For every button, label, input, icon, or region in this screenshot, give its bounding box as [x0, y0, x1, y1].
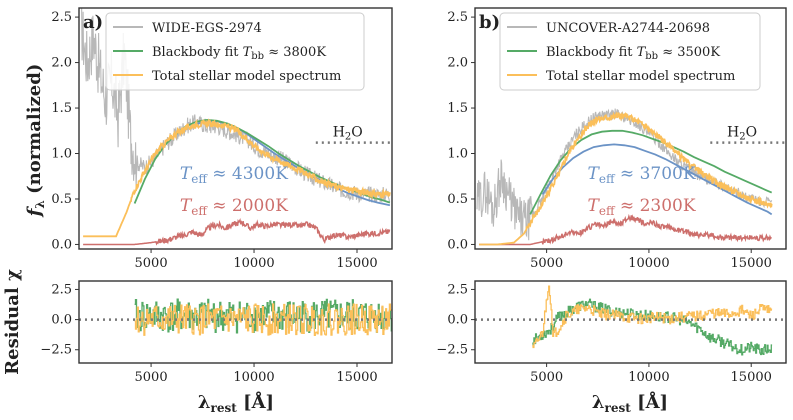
panel-a-res-ytick-label: 0.0 — [51, 313, 72, 328]
panel-b-ytick-label: 1.5 — [447, 101, 468, 116]
panel-a-res-ytick-label: 2.5 — [51, 282, 72, 297]
panel-a-h2o-label: H2O — [333, 125, 363, 143]
panel-a-total-series — [83, 118, 391, 238]
y-axis-label-flux: fλ (normalized) — [24, 64, 47, 219]
panel-b-res-xtick-label: 10000 — [628, 370, 669, 385]
panel-b-teff-cool-label: Teff ≈ 2300K — [588, 196, 696, 218]
legend-a-total-label: Total stellar model spectrum — [152, 69, 341, 84]
panel-a-ytick-label: 2.5 — [51, 10, 72, 25]
panel-a-ytick-label: 1.5 — [51, 101, 72, 116]
panel-a-res-total-residual — [134, 303, 392, 336]
panel-a-ytick-label: 0.5 — [51, 192, 72, 207]
x-axis-label-a: λrest [Å] — [198, 390, 274, 415]
legend-b: UNCOVER-A2744-20698 Blackbody fit Tbb ≈ … — [499, 12, 761, 91]
panel-b-h2o-label: H2O — [727, 125, 757, 143]
panel-b-ytick-label: 2.0 — [447, 56, 468, 71]
panel-a-res-xtick-label: 15000 — [336, 370, 377, 385]
legend-b-blackbody-label: Blackbody fit Tbb ≈ 3500K — [546, 45, 720, 62]
panel-a-teff-hot-label: Teff ≈ 4300K — [180, 164, 288, 186]
panel-b-spectrum: H2O Teff ≈ 3700K Teff ≈ 2300K 5000 10000 1500… — [447, 7, 787, 271]
panel-b-res-blackbody-residual — [532, 298, 773, 356]
panel-b-ytick-label: 2.5 — [447, 10, 468, 25]
panel-a-xtick-label: 10000 — [233, 256, 274, 271]
panel-a-res-xtick-label: 10000 — [233, 370, 274, 385]
panel-b-res-total-residual — [532, 285, 773, 349]
panel-a-cool-component — [83, 218, 391, 246]
panel-b-total-series — [479, 111, 773, 246]
panel-b-res-ytick-label: −2.5 — [436, 343, 468, 358]
panel-b-xtick-label: 15000 — [731, 256, 772, 271]
panel-a-label: a) — [83, 12, 103, 33]
panel-a-spectrum: H2O Teff ≈ 4300K Teff ≈ 2000K 5000 10000 1500… — [51, 7, 393, 271]
panel-b-res-xtick-label: 15000 — [731, 370, 772, 385]
panel-b-ytick-label: 0.0 — [447, 237, 468, 252]
panel-b-res-frame — [474, 280, 787, 364]
panel-a-res-ytick-label: −2.5 — [40, 343, 72, 358]
panel-b-hot-component — [541, 143, 773, 216]
panel-b-ytick-label: 1.0 — [447, 147, 468, 162]
panel-b-teff-hot-label: Teff ≈ 3700K — [588, 164, 696, 186]
y-axis-label-residual: Residual χ — [2, 269, 23, 375]
panel-a-residual: 5000 10000 15000 −2.5 0.0 2.5 — [40, 280, 393, 385]
panel-b-res-ytick-label: 2.5 — [447, 282, 468, 297]
panel-b-residual: 5000 10000 15000 −2.5 0.0 2.5 — [436, 280, 787, 385]
panel-a-res-xtick-label: 5000 — [135, 370, 168, 385]
panel-a-res-blackbody-residual — [134, 298, 392, 334]
legend-b-observed-label: UNCOVER-A2744-20698 — [546, 21, 710, 36]
panel-b-frame — [474, 7, 787, 250]
panel-b-label: b) — [479, 12, 500, 33]
panel-a-xtick-label: 5000 — [135, 256, 168, 271]
panel-b-res-xtick-label: 5000 — [530, 370, 563, 385]
legend-a-observed-label: WIDE-EGS-2974 — [152, 21, 262, 36]
panel-b-res-ytick-label: 0.0 — [447, 313, 468, 328]
panel-a-ytick-label: 0.0 — [51, 237, 72, 252]
panel-a-xtick-label: 15000 — [336, 256, 377, 271]
legend-a-blackbody-label: Blackbody fit Tbb ≈ 3800K — [152, 45, 326, 62]
panel-b-xtick-label: 5000 — [530, 256, 563, 271]
panel-b-ytick-label: 0.5 — [447, 192, 468, 207]
panel-a-frame — [78, 7, 393, 250]
panel-a-ytick-label: 2.0 — [51, 56, 72, 71]
panel-a-res-frame — [78, 280, 393, 364]
legend-b-total-label: Total stellar model spectrum — [546, 69, 735, 84]
panel-b-cool-component — [479, 213, 772, 246]
legend-a: WIDE-EGS-2974 Blackbody fit Tbb ≈ 3800K … — [105, 12, 365, 91]
x-axis-label-b: λrest [Å] — [592, 390, 668, 415]
panel-a-teff-cool-label: Teff ≈ 2000K — [180, 196, 288, 218]
panel-b-xtick-label: 10000 — [628, 256, 669, 271]
panel-a-ytick-label: 1.0 — [51, 147, 72, 162]
